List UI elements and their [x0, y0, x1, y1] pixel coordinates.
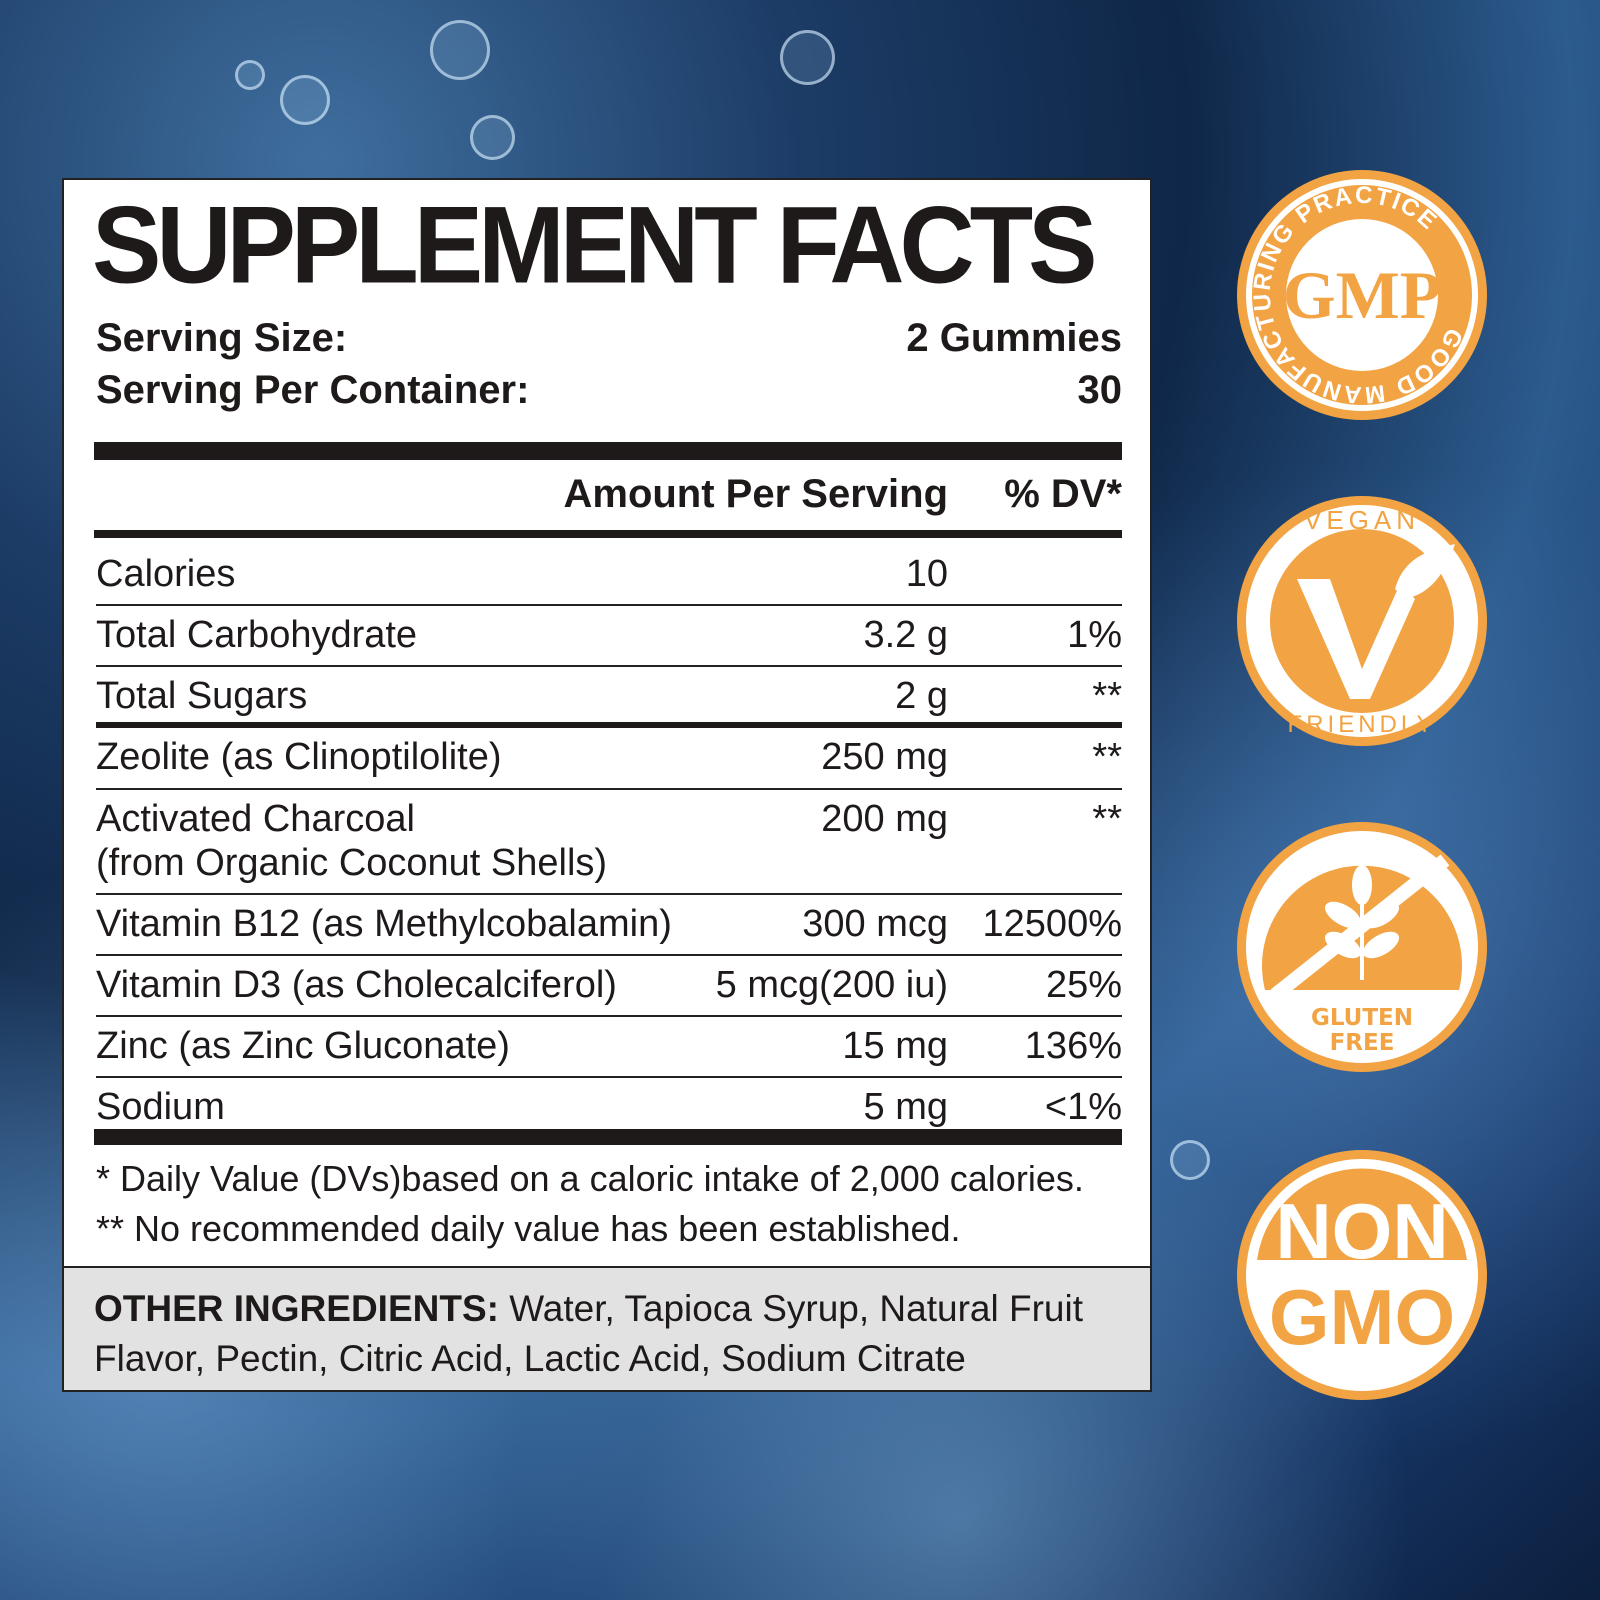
- wheat-icon: [1324, 865, 1400, 980]
- nutrient-amount: 10: [905, 553, 948, 595]
- servings-value: 30: [1077, 368, 1123, 412]
- nutrient-amount: 300 mcg: [802, 903, 948, 945]
- gmp-badge: GOOD MANUFACTURING PRACTICE GMP: [1237, 170, 1487, 420]
- nutrient-row: Vitamin D3 (as Cholecalciferol) 5 mcg(200…: [96, 957, 1122, 1017]
- other-ingredients-text: Water, Tapioca Syrup, Natural Fruit Flav…: [94, 1288, 1083, 1379]
- nutrient-amount: 3.2 g: [863, 614, 948, 656]
- servings-label: Serving Per Container:: [96, 368, 530, 412]
- non-text: NON: [1275, 1187, 1448, 1275]
- nutrient-name: Activated Charcoal (from Organic Coconut …: [96, 798, 608, 884]
- nutrient-amount: 15 mg: [842, 1025, 948, 1067]
- other-ingredients-label: OTHER INGREDIENTS:: [94, 1288, 499, 1329]
- gmp-text: GMP: [1283, 257, 1442, 333]
- gmo-text: GMO: [1269, 1273, 1455, 1361]
- nutrient-name: Sodium: [96, 1086, 225, 1128]
- other-ingredients: OTHER INGREDIENTS: Water, Tapioca Syrup,…: [64, 1266, 1150, 1390]
- footnote-dv: * Daily Value (DVs)based on a caloric in…: [96, 1158, 1084, 1199]
- nutrient-row: Sodium 5 mg <1%: [96, 1079, 1122, 1129]
- serving-size: Serving Size: 2 Gummies: [96, 316, 1122, 361]
- gluten-text: GLUTEN: [1311, 1005, 1413, 1031]
- non-gmo-badge: NON GMO: [1237, 1150, 1487, 1400]
- nutrient-name: Calories: [96, 553, 236, 595]
- water-bubble: [235, 60, 265, 90]
- nutrient-dv: 12500%: [982, 903, 1122, 945]
- nutrient-amount: 200 mg: [821, 798, 948, 840]
- water-bubble: [430, 20, 490, 80]
- nutrient-row: Vitamin B12 (as Methylcobalamin) 300 mcg 1…: [96, 896, 1122, 956]
- serving-size-label: Serving Size:: [96, 316, 348, 360]
- vegan-text: VEGAN: [1304, 505, 1420, 535]
- header-amount: Amount Per Serving: [563, 472, 948, 516]
- v-check-icon: [1297, 579, 1415, 699]
- serving-size-value: 2 Gummies: [906, 316, 1122, 360]
- nutrient-name: Vitamin D3 (as Cholecalciferol): [96, 964, 617, 1006]
- nutrient-row: Activated Charcoal (from Organic Coconut …: [96, 791, 1122, 895]
- friendly-text: FRIENDLY: [1288, 711, 1437, 738]
- leaf-icon: [1395, 544, 1455, 599]
- divider-medium: [94, 530, 1122, 538]
- nutrient-row: Calories 10: [96, 546, 1122, 606]
- nutrient-dv: 1%: [1067, 614, 1122, 656]
- nutrient-row: Zinc (as Zinc Gluconate) 15 mg 136%: [96, 1018, 1122, 1078]
- nutrient-row: Total Carbohydrate 3.2 g 1%: [96, 607, 1122, 667]
- nutrient-name: Total Sugars: [96, 675, 308, 717]
- divider-thick: [94, 1129, 1122, 1145]
- nutrient-dv: 25%: [1045, 964, 1122, 1006]
- nutrient-dv: 136%: [1024, 1025, 1122, 1067]
- servings-per-container: Serving Per Container: 30: [96, 368, 1122, 413]
- nutrient-name: Total Carbohydrate: [96, 614, 418, 656]
- nutrient-amount: 5 mcg(200 iu): [715, 964, 948, 1006]
- nutrient-dv: **: [1092, 736, 1122, 778]
- nutrient-amount: 2 g: [895, 675, 948, 717]
- water-bubble: [780, 30, 835, 85]
- gluten-free-badge: GLUTEN FREE: [1237, 822, 1487, 1072]
- nutrient-name: Vitamin B12 (as Methylcobalamin): [96, 903, 672, 945]
- nutrient-dv: **: [1092, 675, 1122, 717]
- footnote-no-dv: ** No recommended daily value has been e…: [96, 1208, 961, 1249]
- nutrient-amount: 5 mg: [863, 1086, 948, 1128]
- supplement-facts-label: SUPPLEMENT FACTS Serving Size: 2 Gummies …: [62, 178, 1152, 1392]
- header-dv: % DV*: [1004, 472, 1122, 516]
- nutrient-row: Total Sugars 2 g **: [96, 668, 1122, 728]
- nutrient-dv: **: [1092, 798, 1122, 840]
- divider-thick: [94, 442, 1122, 460]
- water-bubble: [470, 115, 515, 160]
- vegan-friendly-badge: VEGAN FRIENDLY: [1237, 496, 1487, 746]
- water-bubble: [1170, 1140, 1210, 1180]
- water-bubble: [280, 75, 330, 125]
- nutrient-amount: 250 mg: [821, 736, 948, 778]
- label-title: SUPPLEMENT FACTS: [92, 185, 1098, 307]
- nutrient-dv: <1%: [1044, 1086, 1122, 1128]
- nutrient-name: Zinc (as Zinc Gluconate): [96, 1025, 510, 1067]
- free-text: FREE: [1330, 1030, 1395, 1056]
- nutrient-name: Zeolite (as Clinoptilolite): [96, 736, 502, 778]
- nutrient-row: Zeolite (as Clinoptilolite) 250 mg **: [96, 729, 1122, 790]
